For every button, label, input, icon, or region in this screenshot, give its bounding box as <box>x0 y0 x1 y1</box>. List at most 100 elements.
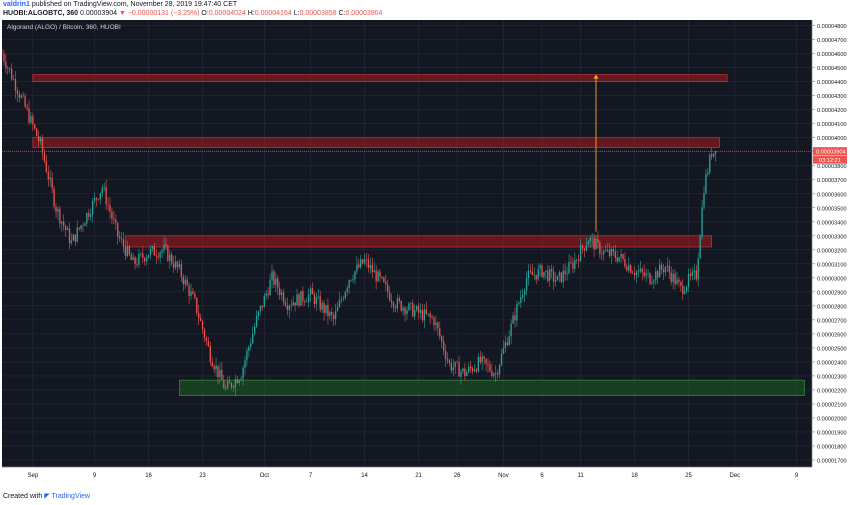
candle-body <box>288 305 291 311</box>
candle-body <box>329 312 331 317</box>
candle-body <box>269 280 271 296</box>
candle-body <box>568 262 570 274</box>
candle-body <box>500 353 503 366</box>
candle-body <box>404 307 406 315</box>
candle-body <box>172 263 175 268</box>
y-axis-label: 0.00002300 <box>817 374 847 380</box>
candle-body <box>72 234 75 241</box>
candle-body <box>180 264 183 278</box>
candle-body <box>469 366 472 369</box>
y-axis-label: 0.00001800 <box>817 444 847 450</box>
candle-body <box>184 279 186 285</box>
candle-body <box>232 387 235 388</box>
chart-area[interactable]: 0.00004800 0.00004700 0.00004600 0.00004500… <box>1 20 847 488</box>
published-text: published on TradingView.com, November 2… <box>31 1 238 8</box>
candle-body <box>564 270 566 275</box>
candle-body <box>495 372 497 374</box>
candle-body <box>238 380 240 384</box>
x-axis-label: 6 <box>540 473 544 479</box>
y-axis-label: 0.00002800 <box>817 304 847 310</box>
candle-body <box>441 336 443 342</box>
candle-body <box>414 310 416 317</box>
candle-body <box>684 291 686 294</box>
candle-body <box>250 343 252 347</box>
candle-body <box>57 208 59 212</box>
x-axis-label: 9 <box>795 473 799 479</box>
y-axis-label: 0.00002900 <box>817 290 847 296</box>
y-axis-label: 0.00003700 <box>817 178 847 184</box>
candle-body <box>74 234 76 242</box>
candle-body <box>612 248 615 252</box>
candle-body <box>294 302 296 306</box>
candle-body <box>388 292 391 301</box>
candle-body <box>670 272 672 282</box>
support-zone <box>179 379 805 396</box>
x-axis-label: 26 <box>454 473 461 479</box>
candle-body <box>705 174 707 194</box>
x-axis-label: Nov <box>498 473 509 479</box>
candle-body <box>423 309 426 321</box>
candle-body <box>622 253 624 260</box>
candle-body <box>352 279 354 281</box>
x-axis-label: 14 <box>361 473 368 479</box>
candle-body <box>628 265 630 271</box>
candle-body <box>421 310 424 321</box>
candle-body <box>223 380 225 389</box>
candle-body <box>549 269 551 281</box>
candle-body <box>614 251 616 258</box>
candle-body <box>446 359 449 361</box>
candle-body <box>616 257 618 262</box>
candle-body <box>348 280 350 288</box>
candle-body <box>695 270 697 280</box>
candle-body <box>271 271 273 281</box>
candle-body <box>442 341 445 351</box>
candle-body <box>373 270 375 273</box>
candle-body <box>196 297 198 314</box>
candle-body <box>10 68 13 80</box>
y-axis-label: 0.00004300 <box>817 94 847 100</box>
candle-body <box>130 254 132 260</box>
candle-body <box>595 238 597 250</box>
candle-body <box>570 262 572 263</box>
candle-body <box>498 365 501 375</box>
candle-body <box>354 271 356 280</box>
candle-body <box>132 257 134 260</box>
candle-body <box>356 264 358 272</box>
candle-body <box>230 383 233 388</box>
candle-body <box>697 258 699 280</box>
candle-body <box>176 261 179 268</box>
candle-body <box>1 53 3 55</box>
candle-body <box>309 288 312 295</box>
candle-body <box>491 371 493 376</box>
candle-body <box>687 273 690 287</box>
candle-body <box>468 366 470 372</box>
candle-body <box>531 271 534 276</box>
candle-body <box>448 360 451 363</box>
candle-body <box>59 208 61 224</box>
candle-body <box>660 264 663 270</box>
candle-body <box>371 264 373 273</box>
candle-body <box>662 269 665 273</box>
candle-body <box>207 340 210 347</box>
candle-body <box>244 360 246 368</box>
candle-body <box>151 246 154 249</box>
candle-body <box>504 342 507 348</box>
candle-body <box>522 295 524 298</box>
candle-body <box>460 371 462 377</box>
high-value: 0.00004164 <box>254 10 292 17</box>
tradingview-brand[interactable]: TradingView <box>51 493 90 500</box>
y-axis-label: 0.00001700 <box>817 458 847 464</box>
x-axis-label: Dec <box>730 473 741 479</box>
author-link[interactable]: valdrin1 <box>3 1 30 8</box>
resistance-zone <box>32 137 720 148</box>
tradingview-logo-icon[interactable]: ◤ <box>44 493 50 500</box>
candle-body <box>707 172 709 175</box>
candle-body <box>63 221 65 226</box>
candle-body <box>516 303 518 321</box>
candle-body <box>508 336 510 346</box>
candle-body <box>682 285 684 294</box>
candle-body <box>664 266 667 273</box>
candlestick-chart[interactable]: 0.00004800 0.00004700 0.00004600 0.00004500… <box>1 20 847 488</box>
candle-body <box>113 218 115 220</box>
candle-body <box>91 200 94 215</box>
